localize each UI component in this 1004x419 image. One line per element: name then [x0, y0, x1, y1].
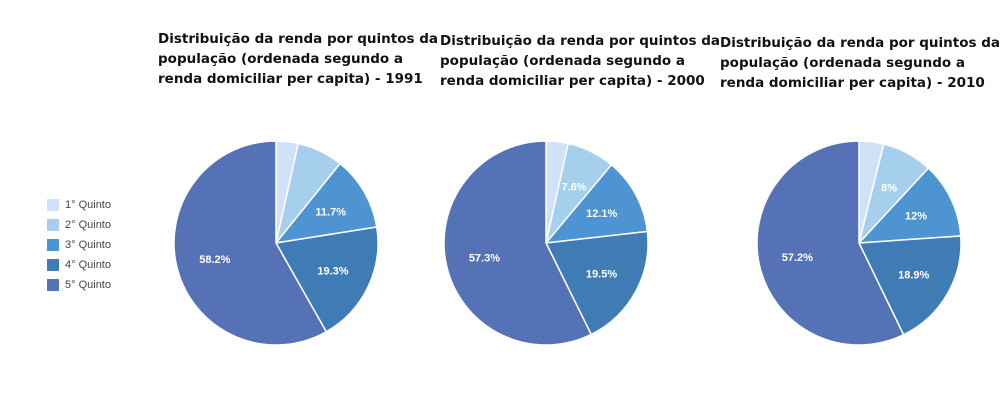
pie-slice-label-5: 57.2%	[782, 252, 813, 264]
chart-title-2000: Distribuição da renda por quintos da pop…	[440, 33, 721, 89]
legend-swatch-2	[47, 219, 59, 231]
pie-slice-5	[756, 140, 905, 346]
legend-label-2: 2° Quinto	[65, 219, 111, 231]
pie-slice-label-5: 58.2%	[199, 254, 230, 266]
chart-title-1991: Distribuição da renda por quintos da pop…	[158, 31, 439, 87]
legend-item-1: 1° Quinto	[47, 195, 111, 215]
pie-slice-label-3: 11.7%	[315, 206, 346, 218]
legend-label-5: 5° Quinto	[65, 279, 111, 291]
legend-swatch-3	[47, 239, 59, 251]
chart-title-2010: Distribuição da renda por quintos da pop…	[720, 35, 1001, 91]
pie-slice-label-4: 18.9%	[898, 270, 929, 282]
pie-slice-label-4: 19.3%	[317, 265, 348, 277]
pie-slice-4	[544, 230, 649, 336]
pie-slice-label-2: 7.6%	[561, 181, 586, 193]
pie-slice-label-3: 12%	[905, 211, 927, 223]
legend-item-2: 2° Quinto	[47, 215, 111, 235]
legend: 1° Quinto 2° Quinto 3° Quinto 4° Quinto …	[47, 195, 111, 295]
legend-label-4: 4° Quinto	[65, 259, 111, 271]
pie-slice-label-2: 8%	[881, 182, 897, 194]
legend-item-4: 4° Quinto	[47, 255, 111, 275]
pie-slice-3	[544, 163, 649, 244]
pie-slice-label-3: 12.1%	[586, 208, 617, 220]
legend-item-3: 3° Quinto	[47, 235, 111, 255]
legend-swatch-5	[47, 279, 59, 291]
legend-item-5: 5° Quinto	[47, 275, 111, 295]
pie-slice-4	[274, 226, 379, 333]
legend-swatch-1	[47, 199, 59, 211]
pie-slice-5	[173, 140, 328, 346]
pie-slice-3	[857, 167, 962, 244]
pie-slice-5	[443, 140, 593, 346]
pie-slice-label-4: 19.5%	[586, 268, 617, 280]
pie-slice-3	[274, 162, 378, 245]
legend-swatch-4	[47, 259, 59, 271]
legend-label-1: 1° Quinto	[65, 199, 111, 211]
pie-slice-label-5: 57.3%	[469, 252, 500, 264]
legend-label-3: 3° Quinto	[65, 239, 111, 251]
pie-slice-4	[857, 235, 962, 336]
